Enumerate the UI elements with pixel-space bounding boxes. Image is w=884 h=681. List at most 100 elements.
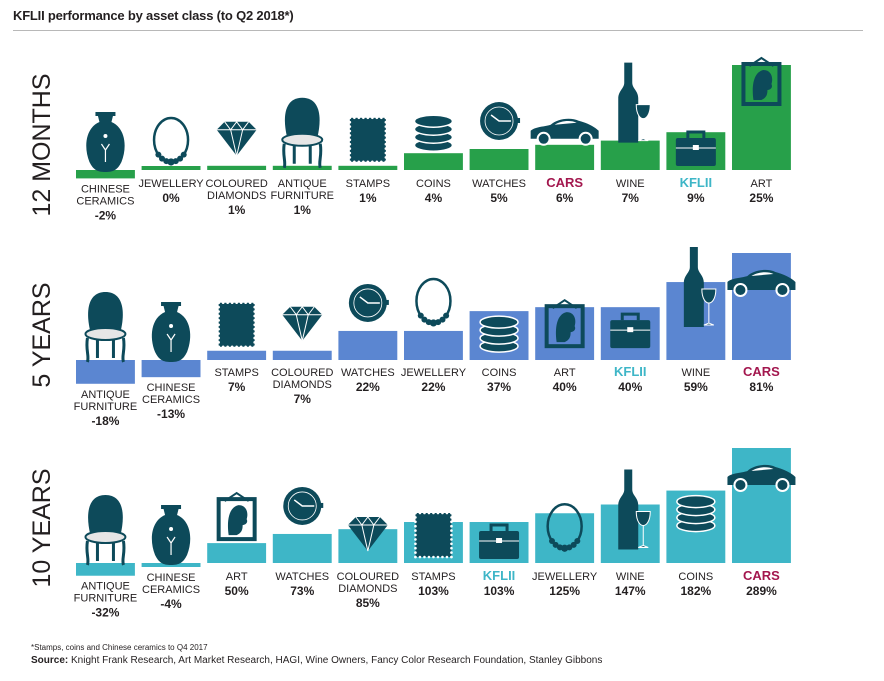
source-text: Knight Frank Research, Art Market Resear… [68,655,603,666]
stamp-icon [217,301,256,349]
category-label-1-6: COINS [482,367,517,379]
category-label-1-3: DIAMONDS [273,379,332,391]
value-label-0-8: 7% [622,191,640,205]
bar-1-3 [272,350,332,360]
category-label-2-4: COLOURED [337,571,399,583]
diamond-icon [216,120,257,156]
value-label-1-7: 40% [553,380,577,394]
category-label-2-3: WATCHES [275,571,329,583]
bar-1-0 [76,360,135,384]
category-label-0-7: CARS [546,175,583,190]
bar-0-0 [76,170,135,179]
briefcase-icon [610,312,651,349]
category-label-1-2: STAMPS [214,367,258,379]
value-label-2-8: 147% [615,584,646,598]
value-label-2-5: 103% [418,584,449,598]
category-label-0-2: COLOURED [205,178,267,190]
category-label-1-0: FURNITURE [74,401,138,413]
category-label-0-8: WINE [616,178,645,190]
category-label-0-6: WATCHES [472,178,526,190]
coins-icon [479,315,519,353]
value-label-2-6: 103% [484,584,515,598]
bar-1-1 [141,360,201,378]
coins-icon [676,494,716,533]
briefcase-icon [675,130,716,166]
value-label-0-6: 5% [490,191,508,205]
bar-0-7 [535,144,595,170]
value-label-1-5: 22% [421,380,445,394]
category-label-2-6: KFLII [483,568,516,583]
value-label-1-8: 40% [618,380,642,394]
category-label-2-0: ANTIQUE [81,581,130,593]
value-label-1-9: 59% [684,380,708,394]
stamp-icon [414,511,453,559]
chair-icon [281,97,324,169]
category-label-1-5: JEWELLERY [401,367,467,379]
value-label-1-3: 7% [294,392,312,406]
bar-0-8 [600,140,660,170]
value-label-0-2: 1% [228,203,246,217]
category-label-2-1: CERAMICS [142,584,200,596]
value-label-1-6: 37% [487,380,511,394]
wine-icon [618,62,651,143]
bar-0-6 [469,149,529,170]
necklace-icon [152,116,190,166]
bar-0-1 [141,166,201,170]
category-label-0-4: STAMPS [346,178,390,190]
bar-0-5 [404,153,463,170]
category-label-2-5: STAMPS [411,571,455,583]
bar-0-4 [338,165,398,170]
category-label-2-2: ART [226,571,248,583]
category-label-0-3: FURNITURE [270,190,334,202]
vase-icon [151,505,191,565]
diamond-icon [282,305,323,341]
bar-0-3 [272,165,332,170]
value-label-1-10: 81% [749,380,773,394]
value-label-0-3: 1% [294,203,312,217]
diamond-icon [347,516,388,552]
category-label-1-3: COLOURED [271,367,333,379]
value-label-0-9: 9% [687,191,705,205]
category-label-0-3: ANTIQUE [278,178,327,190]
chart-title: KFLII performance by asset class (to Q2 … [13,8,294,23]
portrait-icon [544,298,585,349]
category-label-0-0: CERAMICS [76,195,134,207]
chair-icon [84,292,127,363]
category-label-2-4: DIAMONDS [338,583,397,595]
bar-2-3 [272,533,332,563]
category-label-2-8: WINE [616,571,645,583]
footnote: *Stamps, coins and Chinese ceramics to Q… [31,643,208,652]
value-label-1-1: -13% [157,407,185,421]
bar-2-7 [535,513,595,563]
necklace-icon [546,503,583,552]
chair-icon [84,495,127,566]
watch-icon [283,486,324,525]
wine-icon [683,247,717,328]
value-label-1-0: -18% [91,414,119,428]
category-label-1-4: WATCHES [341,367,395,379]
bar-2-0 [76,563,135,576]
category-label-0-0: CHINESE [81,183,130,195]
value-label-2-0: -32% [91,606,119,620]
portrait-icon [741,56,782,106]
title-divider [13,30,863,31]
category-label-0-5: COINS [416,178,451,190]
source-line: Source: Knight Frank Research, Art Marke… [31,655,602,666]
watch-icon [348,283,389,322]
category-label-0-10: ART [751,178,773,190]
bar-0-2 [207,165,267,170]
briefcase-icon [479,523,520,559]
category-label-2-7: JEWELLERY [532,571,598,583]
value-label-2-4: 85% [356,596,380,610]
category-label-0-2: DIAMONDS [207,190,266,202]
vase-icon [151,302,191,362]
value-label-2-2: 50% [225,584,249,598]
bar-1-5 [404,330,463,360]
portrait-icon [216,491,257,542]
stamp-icon [348,116,388,164]
category-label-1-7: ART [554,367,576,379]
row-label-0: 12 MONTHS [28,73,56,216]
coins-icon [413,114,454,152]
car-icon [727,269,796,297]
